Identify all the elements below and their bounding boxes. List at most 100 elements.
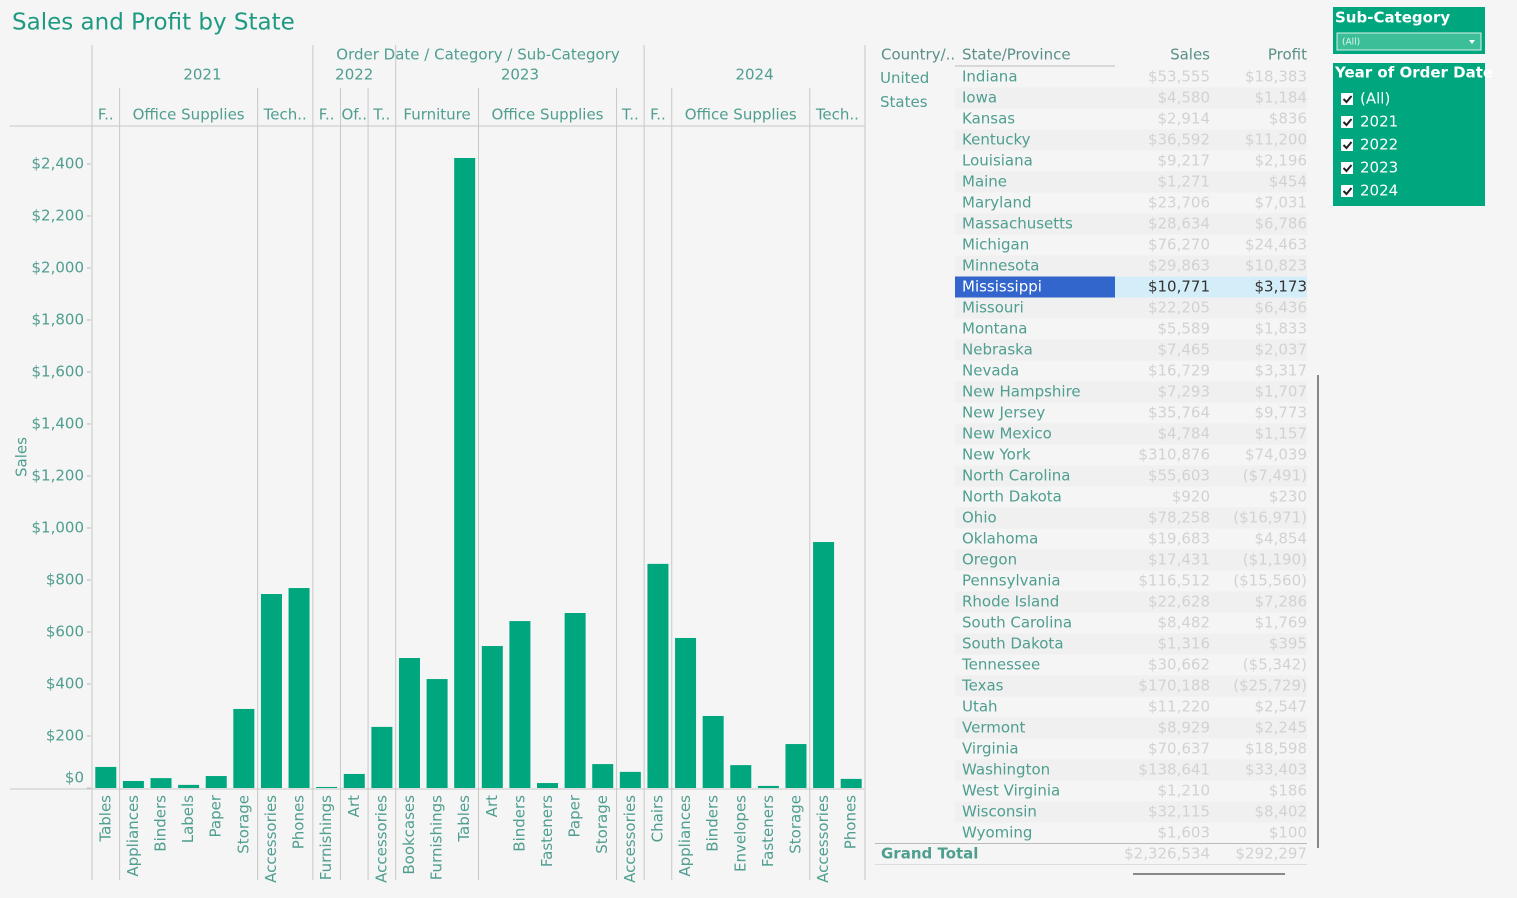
sales-value: $4,580 [1158,89,1211,107]
profit-value: $454 [1269,173,1307,191]
profit-value: $4,854 [1255,530,1308,548]
row-band [955,381,1307,403]
sales-value: $35,764 [1148,404,1210,422]
sales-value: $29,863 [1148,257,1210,275]
x-tick-label: Fasteners [538,795,556,867]
x-tick-label: Binders [510,795,528,852]
state-name: Utah [962,698,998,716]
total-label: Grand Total [881,845,978,863]
profit-value: $3,173 [1255,278,1308,296]
profit-value: ($7,491) [1243,467,1307,485]
profit-value: $2,547 [1255,698,1308,716]
state-name: Texas [961,677,1004,695]
row-band [955,633,1307,655]
bar [454,157,476,788]
bar [785,744,807,788]
sales-value: $32,115 [1148,803,1210,821]
state-name: Washington [962,761,1050,779]
state-name: Maryland [962,194,1032,212]
sales-value: $78,258 [1148,509,1210,527]
profit-value: $11,200 [1245,131,1307,149]
x-tick-label: Binders [704,795,722,852]
sales-value: $36,592 [1148,131,1210,149]
profit-value: $836 [1269,110,1307,128]
sales-value: $116,512 [1138,572,1210,590]
bar [288,588,310,788]
checkbox[interactable] [1341,139,1353,151]
x-tick-label: Paper [207,794,225,837]
profit-value: $33,403 [1245,761,1307,779]
state-name: Louisiana [962,152,1033,170]
bar [481,646,503,788]
y-tick-label: $1,400 [32,414,85,432]
checkbox[interactable] [1341,116,1353,128]
dropdown-value: (All) [1342,38,1360,48]
sales-value: $70,637 [1148,740,1210,758]
bar [509,621,531,788]
checkbox[interactable] [1341,162,1353,174]
dashboard-title: Sales and Profit by State [12,10,295,36]
x-tick-label: Fasteners [759,795,777,867]
bar [150,778,172,788]
row-band [955,339,1307,361]
category-label: T.. [621,106,639,124]
state-name: Tennessee [961,656,1040,674]
x-tick-label: Binders [152,795,170,852]
filter-option: (All) [1360,90,1390,108]
profit-value: ($16,971) [1233,509,1307,527]
category-label: Tech.. [263,106,307,124]
y-tick-label: $2,400 [32,154,85,172]
sales-value: $7,465 [1158,341,1211,359]
year-label: 2023 [501,66,539,84]
sales-value: $7,293 [1158,383,1211,401]
state-name: New Mexico [962,425,1052,443]
selected-cell [1115,276,1307,298]
x-tick-label: Storage [786,795,804,854]
profit-value: $18,383 [1245,68,1307,86]
table-header: Sales [1170,46,1210,64]
state-name: New York [962,446,1031,464]
filter-title: Sub-Category [1335,9,1450,27]
state-name: Kansas [962,110,1015,128]
x-tick-label: Bookcases [400,795,418,875]
category-label: Furniture [403,106,470,124]
profit-value: $1,184 [1255,89,1308,107]
filter-option: 2024 [1360,182,1398,200]
profit-value: $1,707 [1255,383,1308,401]
profit-value: ($15,560) [1233,572,1307,590]
checkbox[interactable] [1341,185,1353,197]
row-band [955,549,1307,571]
sales-value: $1,316 [1158,635,1211,653]
check-mark [1342,187,1353,196]
state-name: Rhode Island [962,593,1059,611]
sales-value: $28,634 [1148,215,1210,233]
bar [619,771,641,788]
state-name: Indiana [962,68,1018,86]
y-tick-label: $1,200 [32,466,85,484]
total-sales: $2,326,534 [1124,845,1210,863]
bar [813,542,835,788]
sales-value: $170,188 [1138,677,1210,695]
table-header: Country/.. [881,46,955,64]
x-tick-label: Art [345,795,363,817]
state-name: Vermont [962,719,1026,737]
checkbox[interactable] [1341,93,1353,105]
check-mark [1342,141,1353,150]
sales-value: $5,589 [1158,320,1211,338]
profit-value: $9,773 [1255,404,1308,422]
state-name: South Dakota [962,635,1064,653]
x-tick-label: Accessories [621,795,639,883]
table-header: Profit [1268,46,1307,64]
dropdown-arrow [1469,40,1475,44]
profit-value: ($5,342) [1243,656,1307,674]
sales-value: $22,205 [1148,299,1210,317]
profit-value: $2,245 [1255,719,1308,737]
category-label: F.. [319,106,335,124]
x-tick-label: Accessories [814,795,832,883]
bar [592,764,614,788]
state-name: Missouri [962,299,1024,317]
sales-value: $9,217 [1158,152,1211,170]
column-header: Order Date / Category / Sub-Category [336,46,620,64]
y-tick-label: $2,000 [32,258,85,276]
dropdown[interactable] [1336,32,1482,51]
